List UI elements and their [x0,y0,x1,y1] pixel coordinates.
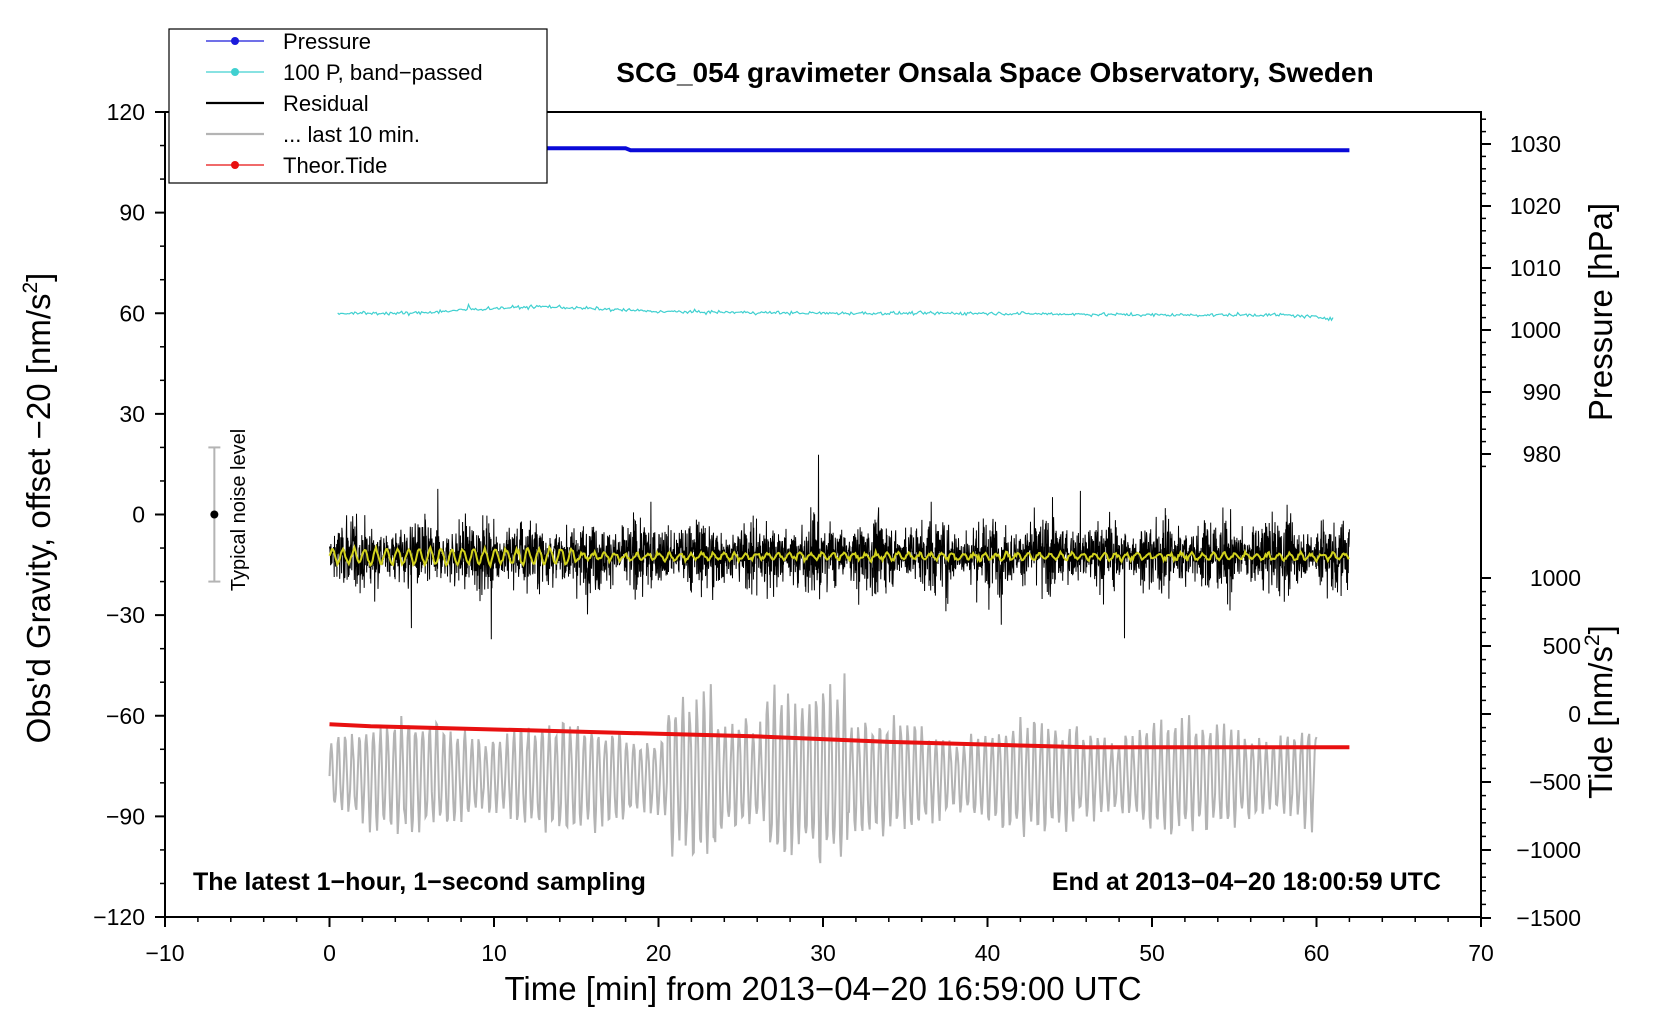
series-pressure-band-passed [337,302,1334,322]
y-tick-label: 0 [132,502,145,528]
x-tick-label: 20 [646,940,672,966]
legend-label: ... last 10 min. [283,122,420,147]
series-theor-tide [329,722,1350,750]
x-tick-label: 60 [1304,940,1330,966]
y-tick-label: −60 [106,703,145,729]
y-tick-label: 30 [119,401,145,427]
y-axis-title-end: ] [20,273,57,282]
pressure-axis-title: Pressure [hPa] [1582,203,1619,421]
tide-tick-label: −1500 [1516,905,1581,931]
legend-box [168,28,548,184]
series-residual-smoothed [328,543,1350,569]
y-tick-label: 90 [119,200,145,226]
tide-tick-label: 0 [1568,701,1581,727]
legend: Pressure 100 P, band−passed Residual ... la… [168,28,548,184]
legend-marker [231,68,239,76]
x-tick-label: 70 [1468,940,1494,966]
pressure-tick-label: 1030 [1510,131,1561,157]
chart-title: SCG_054 gravimeter Onsala Space Observat… [616,57,1373,88]
tide-tick-label: 500 [1543,633,1581,659]
series-last-10-min [328,673,1318,864]
noise-level-indicator: Typical noise level [208,429,250,591]
tide-tick-label: −1000 [1516,837,1581,863]
x-tick-label: 50 [1139,940,1165,966]
x-axis-title: Time [min] from 2013−04−20 16:59:00 UTC [504,970,1141,1007]
tide-tick-label: 1000 [1530,565,1581,591]
tide-axis-title-text: Tide [nm/s [1582,646,1619,799]
pressure-tick-label: 980 [1523,441,1561,467]
y-tick-label: −90 [106,803,145,829]
pressure-tick-label: 1010 [1510,255,1561,281]
y-tick-label: 60 [119,300,145,326]
tide-axis-title-end: ] [1582,625,1619,634]
noise-level-dot [210,510,219,519]
series-residual [329,454,1350,640]
axes-layer: −10 0 10 20 30 40 50 60 70−120−90−60−30030609012… [93,99,1581,966]
note-end-time: End at 2013−04−20 18:00:59 UTC [1052,868,1441,896]
y-axis-title-sup: 2 [19,282,42,294]
y-tick-label: −120 [93,904,145,930]
x-tick-label: −10 [145,940,184,966]
tide-axis-title-sup: 2 [1581,634,1604,646]
x-tick-label: 0 [323,940,336,966]
tide-axis-title: Tide [nm/s2] [1581,625,1619,799]
x-tick-label: 10 [481,940,507,966]
legend-marker [231,161,239,169]
noise-level-label: Typical noise level [228,429,250,591]
series-layer [328,146,1350,864]
pressure-tick-label: 1000 [1510,317,1561,343]
y-tick-label: 120 [107,99,145,125]
legend-label: Residual [283,91,369,116]
legend-label: Theor.Tide [283,153,387,178]
y-axis-title-text: Obs'd Gravity, offset −20 [nm/s [20,294,57,744]
y-tick-label: −30 [106,602,145,628]
x-tick-label: 40 [975,940,1001,966]
tide-tick-label: −500 [1529,769,1581,795]
legend-marker [231,37,239,45]
pressure-tick-label: 1020 [1510,193,1561,219]
pressure-tick-label: 990 [1523,379,1561,405]
x-tick-label: 30 [810,940,836,966]
legend-label: 100 P, band−passed [283,60,483,85]
y-axis-title: Obs'd Gravity, offset −20 [nm/s2] [19,273,57,744]
note-latest-hour: The latest 1−hour, 1−second sampling [193,868,646,896]
legend-label: Pressure [283,29,371,54]
